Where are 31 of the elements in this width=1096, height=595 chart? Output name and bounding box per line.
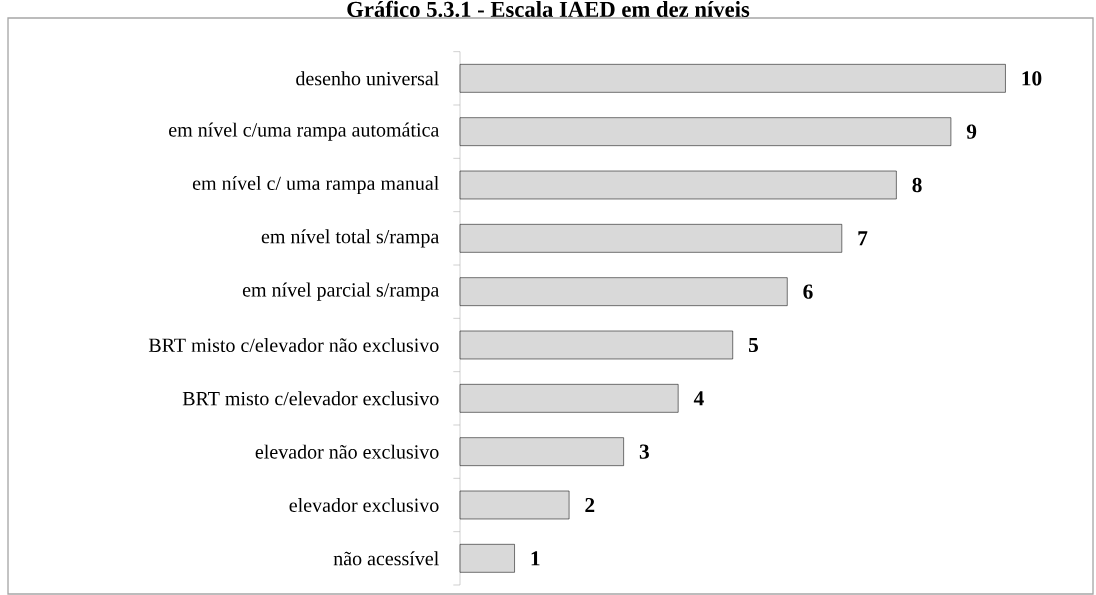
bar bbox=[459, 117, 952, 146]
data-label: 4 bbox=[693, 391, 704, 406]
y-tick-label: não acessível bbox=[333, 551, 439, 566]
data-label: 8 bbox=[912, 177, 922, 193]
bar bbox=[459, 330, 733, 360]
data-label: 9 bbox=[966, 124, 977, 139]
data-label: 5 bbox=[748, 337, 758, 353]
data-label: 7 bbox=[858, 231, 868, 246]
data-label: 1 bbox=[531, 551, 540, 566]
data-label: 3 bbox=[639, 444, 649, 459]
bar bbox=[459, 224, 843, 253]
y-tick-label: em nível total s/rampa bbox=[261, 229, 440, 248]
data-label: 6 bbox=[803, 284, 813, 299]
bar bbox=[459, 277, 788, 306]
y-tick-label: elevador não exclusivo bbox=[255, 444, 439, 459]
data-label: 2 bbox=[585, 497, 595, 513]
y-tick-label: em nível c/uma rampa automática bbox=[169, 122, 440, 141]
y-tick-label: em nível c/ uma rampa manual bbox=[192, 175, 439, 195]
bar bbox=[459, 64, 1006, 93]
y-tick-label: BRT misto c/elevador não exclusivo bbox=[148, 337, 439, 353]
bar bbox=[459, 384, 679, 413]
data-label: 10 bbox=[1022, 71, 1042, 86]
bar bbox=[459, 490, 570, 520]
y-tick-label: desenho universal bbox=[296, 71, 439, 86]
y-tick-label: BRT misto c/elevador exclusivo bbox=[182, 391, 439, 406]
bar bbox=[459, 437, 624, 466]
chart-title: Gráfico 5.3.1 - Escala IAED em dez níveis bbox=[347, 0, 750, 18]
bar bbox=[459, 170, 897, 200]
y-tick-label: em nível parcial s/rampa bbox=[242, 282, 440, 301]
y-tick-label: elevador exclusivo bbox=[289, 497, 439, 513]
bar bbox=[459, 544, 515, 573]
